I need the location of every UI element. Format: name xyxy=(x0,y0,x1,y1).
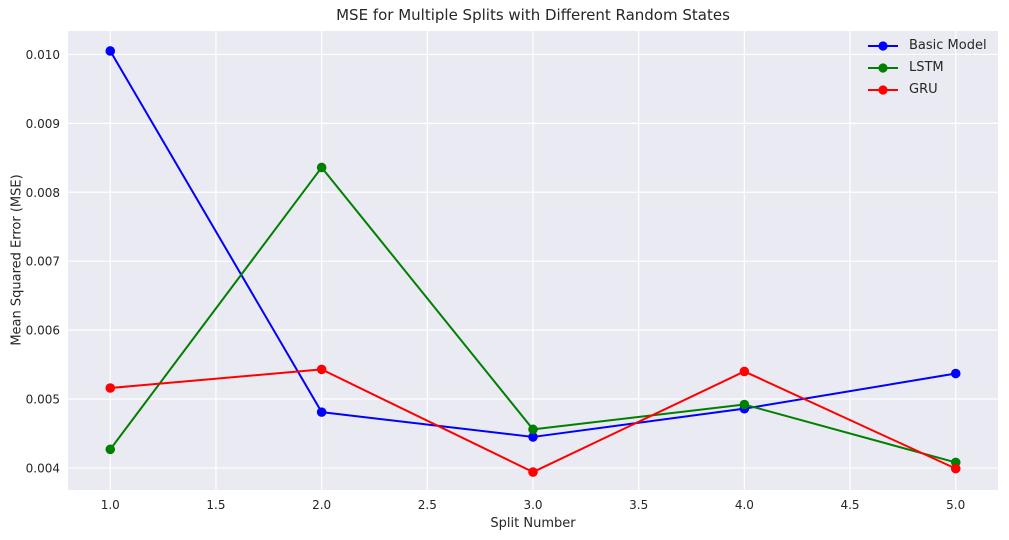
data-point-marker-gru xyxy=(105,383,116,393)
x-tick-label: 5.0 xyxy=(946,498,965,512)
data-point-marker-lstm xyxy=(739,399,750,410)
data-point-marker-basic-model xyxy=(105,46,116,56)
data-point-marker-lstm xyxy=(105,444,116,455)
x-tick-label: 1.0 xyxy=(101,498,120,512)
x-tick-label: 4.5 xyxy=(840,498,859,512)
legend-line-marker-icon xyxy=(868,40,898,51)
x-tick-label: 3.5 xyxy=(629,498,648,512)
data-point-marker-gru xyxy=(739,366,750,377)
data-point-marker-basic-model xyxy=(528,432,538,442)
legend-line-marker-icon xyxy=(868,84,898,95)
y-tick-label: 0.006 xyxy=(26,324,60,338)
x-tick-label: 2.0 xyxy=(312,498,331,512)
data-point-marker-lstm xyxy=(316,162,327,173)
legend-label: GRU xyxy=(909,82,938,97)
legend-item-basic-model: Basic Model xyxy=(866,38,987,53)
legend-item-gru: GRU xyxy=(866,82,987,97)
y-tick-label: 0.009 xyxy=(26,117,60,131)
x-tick-label: 3.0 xyxy=(523,498,542,512)
chart-title: MSE for Multiple Splits with Different R… xyxy=(336,6,730,24)
y-tick-label: 0.005 xyxy=(26,393,60,407)
x-tick-label: 2.5 xyxy=(418,498,437,512)
legend: Basic Model LSTM GRU xyxy=(866,38,987,97)
data-point-marker-gru xyxy=(316,364,327,375)
data-point-marker-lstm xyxy=(528,424,538,435)
y-tick-label: 0.008 xyxy=(26,186,60,200)
y-axis-label: Mean Squared Error (MSE) xyxy=(9,174,25,346)
legend-label: LSTM xyxy=(909,60,944,75)
y-tick-label: 0.004 xyxy=(26,461,60,475)
data-point-marker-gru xyxy=(528,467,538,477)
x-tick-label: 4.0 xyxy=(735,498,754,512)
y-tick-label: 0.010 xyxy=(26,48,60,62)
data-point-marker-gru xyxy=(950,463,961,474)
y-tick-label: 0.007 xyxy=(26,255,60,269)
x-tick-label: 1.5 xyxy=(206,498,225,512)
legend-item-lstm: LSTM xyxy=(866,60,987,75)
legend-label: Basic Model xyxy=(909,38,987,53)
x-axis-label: Split Number xyxy=(490,516,576,531)
data-point-marker-basic-model xyxy=(316,407,327,417)
data-point-marker-basic-model xyxy=(950,368,961,379)
legend-line-marker-icon xyxy=(868,62,898,73)
